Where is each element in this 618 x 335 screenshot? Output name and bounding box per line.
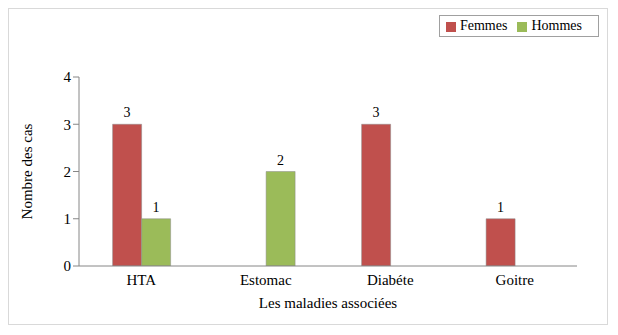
svg-text:3: 3 — [124, 105, 131, 120]
svg-text:Estomac: Estomac — [240, 272, 292, 288]
svg-text:4: 4 — [64, 69, 72, 85]
svg-text:Les maladies associées: Les maladies associées — [259, 295, 397, 311]
svg-text:1: 1 — [153, 200, 160, 215]
html-text:Hommes: Hommes — [531, 18, 582, 33]
svg-text:1: 1 — [64, 211, 72, 227]
svg-text:3: 3 — [64, 117, 72, 133]
svg-text:2: 2 — [277, 153, 284, 168]
svg-text:Goitre: Goitre — [496, 272, 535, 288]
html-text:Femmes: Femmes — [460, 18, 508, 33]
svg-text:3: 3 — [373, 105, 380, 120]
svg-text:Diabéte: Diabéte — [367, 272, 414, 288]
svg-text:0: 0 — [64, 258, 72, 274]
svg-text:1: 1 — [497, 200, 504, 215]
svg-text:Nombre des cas: Nombre des cas — [19, 123, 35, 219]
svg-text:2: 2 — [64, 164, 72, 180]
svg-text:HTA: HTA — [126, 272, 156, 288]
